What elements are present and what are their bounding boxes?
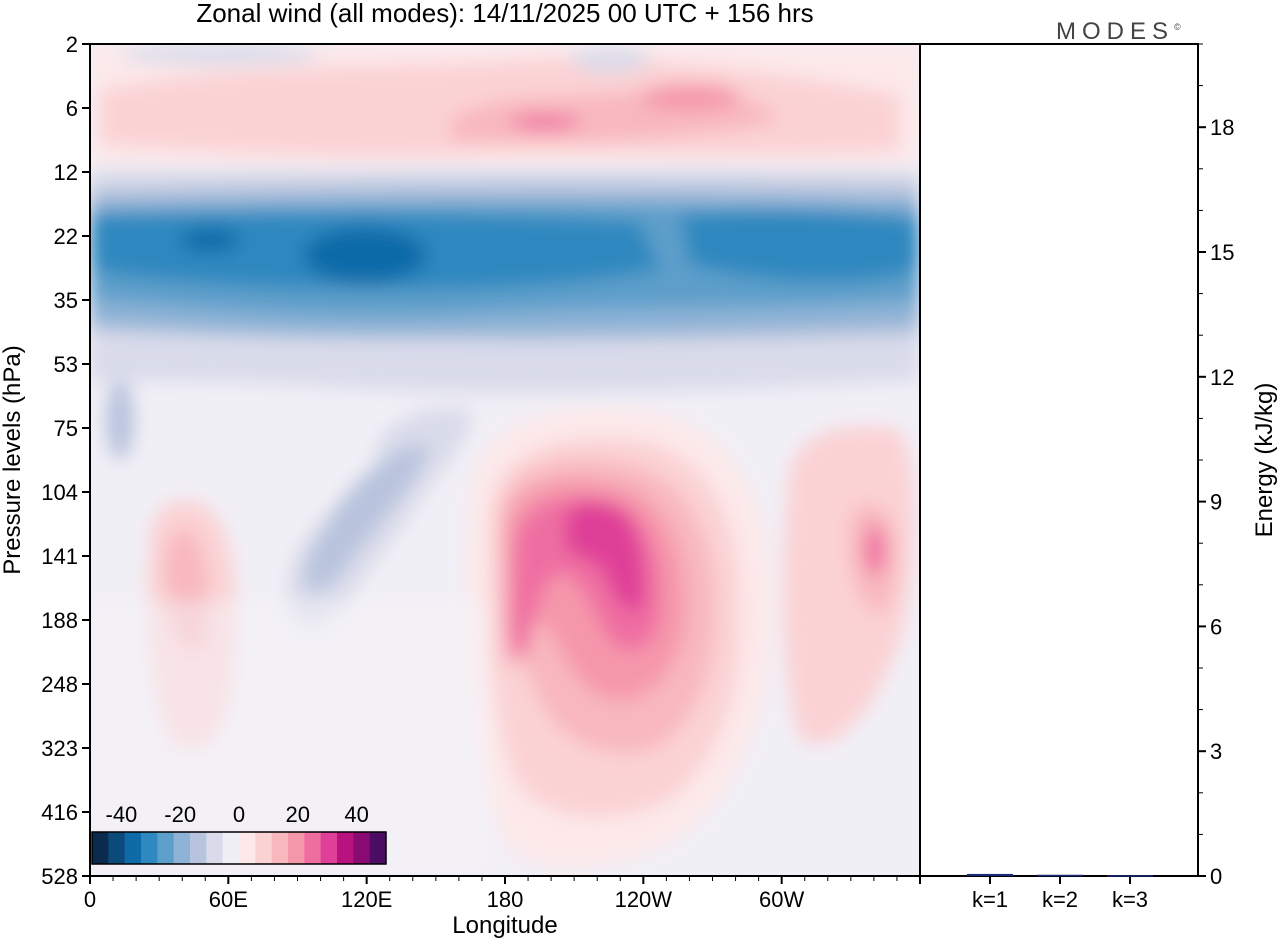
energy-bar — [1037, 874, 1083, 877]
brand-text: MODES — [1056, 18, 1175, 45]
easterly-core-west — [180, 228, 240, 252]
lower-neutral — [90, 600, 490, 876]
pressure-tick-label: 141 — [41, 544, 78, 569]
colorbar-tick-label: 20 — [286, 802, 310, 827]
colorbar-tick-label: 40 — [344, 802, 368, 827]
energy-tick-label: 9 — [1210, 490, 1222, 515]
easterly-lower-fringe — [90, 330, 920, 394]
east-westerly-core — [865, 525, 885, 575]
energy-tick-label: 15 — [1210, 240, 1234, 265]
pressure-tick-label: 12 — [54, 160, 78, 185]
longitude-tick-label: 180 — [487, 887, 524, 912]
energy-tick-label: 12 — [1210, 365, 1234, 390]
upper-westerly-small-core — [510, 115, 580, 129]
colorbar-swatch — [320, 832, 338, 864]
easterly-band-strong-east — [680, 210, 920, 282]
energy-axis: 0 3 6 9 12 15 18 k=1 k=2 k=3 — [967, 43, 1234, 912]
energy-category-label: k=2 — [1042, 887, 1078, 912]
colorbar-swatch — [108, 832, 126, 864]
longitude-tick-label: 0 — [84, 887, 96, 912]
energy-tick-label: 18 — [1210, 115, 1234, 140]
colorbar-swatch — [157, 832, 175, 864]
energy-tick-label: 0 — [1210, 864, 1222, 889]
brand-mark: © — [1174, 22, 1181, 32]
pressure-axis: 2 6 12 22 35 53 75 104 141 188 248 323 416 528 — [41, 32, 90, 889]
energy-category-label: k=3 — [1112, 887, 1148, 912]
colorbar-swatch — [271, 832, 289, 864]
energy-axis-label: Energy (kJ/kg) — [1251, 383, 1278, 538]
colorbar-swatch — [288, 832, 305, 864]
pressure-tick-label: 75 — [54, 416, 78, 441]
jet-core — [565, 501, 645, 613]
pressure-tick-label: 188 — [41, 608, 78, 633]
energy-tick-label: 6 — [1210, 614, 1222, 639]
chart-title: Zonal wind (all modes): 14/11/2025 00 UT… — [196, 0, 813, 28]
upper-easterly-patch — [570, 48, 650, 72]
colorbar-swatch — [353, 832, 371, 864]
pressure-tick-label: 6 — [66, 96, 78, 121]
colorbar-tick-label: -40 — [106, 802, 138, 827]
pressure-tick-label: 248 — [41, 672, 78, 697]
colorbar-swatch — [173, 832, 191, 864]
energy-category-label: k=1 — [972, 887, 1008, 912]
colorbar-swatch — [190, 832, 207, 864]
colorbar-swatch — [222, 832, 240, 864]
longitude-tick-label: 120W — [615, 887, 673, 912]
energy-bar — [967, 873, 1013, 876]
tilted-easterly-core — [304, 444, 430, 591]
pressure-tick-label: 104 — [41, 480, 78, 505]
upper-westerly-core — [640, 84, 740, 110]
heatmap-field — [90, 44, 920, 876]
longitude-axis: 0 60E 120E 180 120W 60W — [84, 876, 921, 912]
modes-logo: MODES© — [1056, 18, 1181, 46]
y-axis-label: Pressure levels (hPa) — [0, 345, 26, 574]
pressure-tick-label: 22 — [54, 224, 78, 249]
pressure-tick-label: 2 — [66, 32, 78, 57]
colorbar-tick-label: 0 — [233, 802, 245, 827]
colorbar-swatch — [92, 832, 109, 864]
longitude-tick-label: 60E — [209, 887, 248, 912]
colorbar-swatch — [239, 832, 256, 864]
pressure-tick-label: 323 — [41, 736, 78, 761]
pressure-tick-label: 528 — [41, 864, 78, 889]
top-easterly-patch — [120, 45, 320, 65]
colorbar-swatch — [304, 832, 322, 864]
colorbar-frame — [91, 831, 387, 865]
energy-tick-label: 3 — [1210, 739, 1222, 764]
longitude-tick-label: 120E — [341, 887, 392, 912]
colorbar-swatch — [255, 832, 273, 864]
west-easterly-sliver — [106, 380, 134, 460]
colorbar: -40 -20 0 20 40 — [91, 802, 387, 865]
easterly-core — [303, 227, 427, 283]
colorbar-swatch — [141, 832, 158, 864]
pressure-tick-label: 35 — [54, 288, 78, 313]
energy-panel — [919, 43, 1199, 877]
longitude-tick-label: 60W — [759, 887, 804, 912]
x-axis-label: Longitude — [452, 912, 557, 939]
colorbar-swatch — [124, 832, 142, 864]
energy-bar — [1107, 875, 1153, 877]
colorbar-swatch — [369, 832, 387, 864]
pressure-tick-label: 53 — [54, 352, 78, 377]
colorbar-swatch — [206, 832, 224, 864]
colorbar-tick-label: -20 — [164, 802, 196, 827]
east-westerly-light — [783, 426, 915, 744]
colorbar-swatch — [337, 832, 354, 864]
pressure-tick-label: 416 — [41, 800, 78, 825]
